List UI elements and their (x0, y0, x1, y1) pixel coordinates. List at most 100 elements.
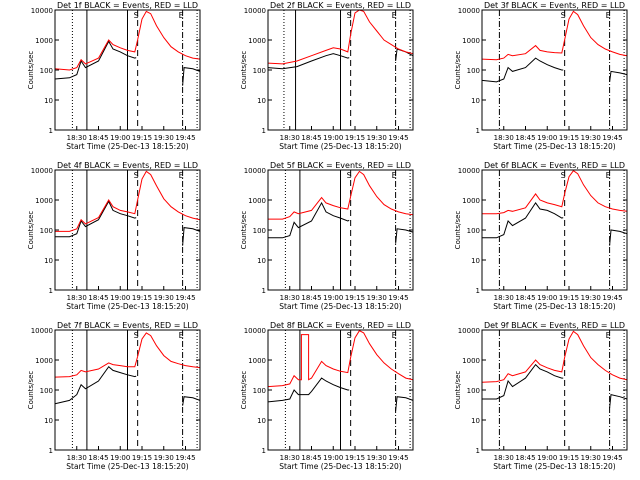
y-tick-label: 100 (40, 387, 53, 395)
y-tick-label: 10000 (31, 327, 53, 335)
y-tick-label: 1000 (248, 37, 266, 45)
marker-label-e: E (606, 331, 611, 340)
y-tick-label: 1000 (35, 357, 53, 365)
y-tick-label: 1000 (248, 357, 266, 365)
y-tick-label: 1000 (462, 357, 480, 365)
y-tick-label: 10 (44, 97, 53, 105)
y-tick-label: 10000 (458, 327, 480, 335)
x-tick-label: 18:30 (280, 454, 300, 462)
x-tick-label: 19:30 (154, 294, 174, 302)
y-tick-label: 1000 (248, 197, 266, 205)
marker-label-e: E (392, 171, 397, 180)
x-tick-label: 19:15 (132, 454, 152, 462)
panel-title: Det 7f BLACK = Events, RED = LLD (57, 321, 198, 330)
series-lld-line-3 (267, 330, 414, 388)
y-tick-label: 100 (253, 387, 266, 395)
x-axis-label: Start Time (25-Dec-13 18:15:20) (279, 462, 401, 471)
x-axis-label: Start Time (25-Dec-13 18:15:20) (493, 462, 615, 471)
panel-title: Det 3f BLACK = Events, RED = LLD (484, 1, 625, 10)
y-tick-label: 10 (257, 417, 266, 425)
panel-title: Det 9f BLACK = Events, RED = LLD (484, 321, 625, 330)
y-tick-label: 100 (253, 67, 266, 75)
panel-title: Det 5f BLACK = Events, RED = LLD (270, 161, 411, 170)
x-tick-label: 18:30 (67, 134, 87, 142)
x-axis-label: Start Time (25-Dec-13 18:15:20) (66, 462, 188, 471)
x-tick-label: 19:15 (132, 134, 152, 142)
panel-title: Det 8f BLACK = Events, RED = LLD (270, 321, 411, 330)
series-lld-line-3 (54, 10, 201, 71)
x-tick-label: 19:30 (367, 454, 387, 462)
y-axis-label: Counts/sec (454, 371, 462, 410)
marker-label-s: S (134, 11, 139, 20)
series-lld-line-3 (55, 170, 201, 232)
y-tick-label: 100 (40, 227, 53, 235)
series-lld-line-3 (481, 330, 628, 383)
x-tick-label: 18:45 (88, 454, 108, 462)
marker-label-e: E (179, 331, 184, 340)
y-axis-label: Counts/sec (240, 51, 248, 90)
x-tick-label: 18:30 (494, 294, 514, 302)
x-tick-label: 19:30 (581, 134, 601, 142)
x-tick-label: 19:00 (110, 454, 130, 462)
y-axis-label: Counts/sec (27, 371, 35, 410)
panel-title: Det 6f BLACK = Events, RED = LLD (484, 161, 625, 170)
x-tick-label: 19:30 (154, 454, 174, 462)
series-events-line-1 (54, 365, 137, 405)
series-events-line-2 (609, 70, 628, 82)
x-tick-label: 19:15 (559, 454, 579, 462)
plot-frame (481, 169, 628, 291)
series-events-line-2 (395, 228, 414, 244)
plot-frame (481, 329, 628, 451)
x-axis-label: Start Time (25-Dec-13 18:15:20) (66, 142, 188, 151)
x-tick-label: 18:30 (67, 454, 87, 462)
series-events-line-2 (609, 393, 628, 409)
panel-title: Det 1f BLACK = Events, RED = LLD (57, 1, 198, 10)
series-events-line-1 (55, 200, 137, 238)
x-axis-label: Start Time (25-Dec-13 18:15:20) (66, 302, 188, 311)
marker-label-s: S (561, 171, 566, 180)
series-events-line-2 (182, 396, 201, 406)
y-tick-label: 100 (40, 67, 53, 75)
x-tick-label: 19:15 (345, 134, 365, 142)
y-tick-label: 1 (49, 127, 53, 135)
marker-label-s: S (561, 11, 566, 20)
x-tick-label: 19:00 (110, 134, 130, 142)
y-tick-label: 1000 (462, 37, 480, 45)
marker-label-e: E (606, 171, 611, 180)
marker-label-e: E (606, 11, 611, 20)
y-tick-label: 1 (262, 287, 266, 295)
series-events-line-1 (268, 201, 350, 239)
x-tick-label: 19:00 (110, 294, 130, 302)
y-axis-label: Counts/sec (454, 211, 462, 250)
x-tick-label: 19:15 (345, 294, 365, 302)
series-events-line-1 (481, 57, 564, 83)
y-tick-label: 1 (262, 127, 266, 135)
marker-label-e: E (179, 11, 184, 20)
y-tick-label: 10000 (31, 7, 53, 15)
series-lld-line-3 (481, 10, 628, 61)
x-tick-label: 19:45 (602, 294, 622, 302)
marker-label-e: E (392, 11, 397, 20)
x-tick-label: 18:45 (88, 294, 108, 302)
y-tick-label: 1000 (462, 197, 480, 205)
x-tick-label: 19:45 (175, 294, 195, 302)
series-events-line-2 (609, 229, 628, 246)
x-axis-label: Start Time (25-Dec-13 18:15:20) (493, 302, 615, 311)
x-axis-label: Start Time (25-Dec-13 18:15:20) (493, 142, 615, 151)
x-tick-label: 19:30 (581, 454, 601, 462)
x-tick-label: 19:30 (367, 134, 387, 142)
x-tick-label: 19:00 (323, 134, 343, 142)
x-axis-label: Start Time (25-Dec-13 18:15:20) (279, 302, 401, 311)
x-tick-label: 19:30 (367, 294, 387, 302)
y-tick-label: 10 (44, 257, 53, 265)
x-tick-label: 18:30 (280, 134, 300, 142)
series-events-line-1 (54, 40, 137, 80)
y-tick-label: 10000 (31, 167, 53, 175)
series-events-line-1 (482, 202, 564, 239)
